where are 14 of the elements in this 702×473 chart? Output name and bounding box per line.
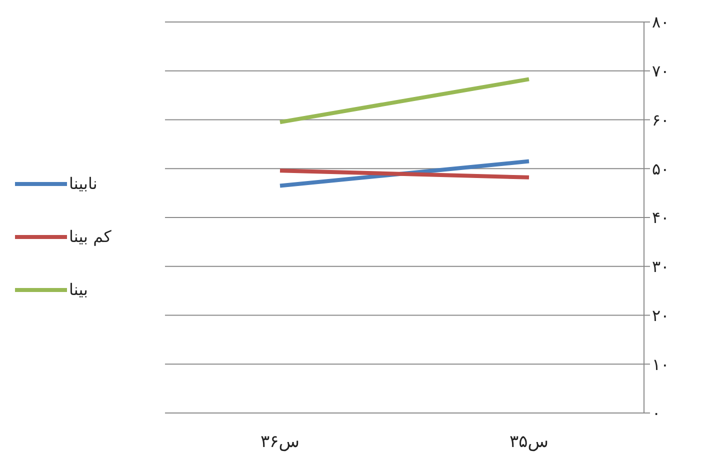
- y-tick-label: ۵۰: [652, 159, 670, 178]
- y-tick-label: ۳۰: [652, 257, 670, 276]
- y-tick-label: ۰: [652, 404, 661, 423]
- y-tick-label: ۸۰: [652, 12, 670, 32]
- y-tick-label: ۴۰: [652, 208, 670, 228]
- x-tick-label: س۳۵: [509, 432, 549, 452]
- y-tick-label: ۱۰: [652, 354, 670, 374]
- legend-label: کم بینا: [69, 227, 112, 246]
- x-tick-label: س۳۶: [260, 432, 300, 452]
- legend-label: نابینا: [69, 174, 98, 193]
- legend-label: بینا: [69, 280, 88, 299]
- y-tick-label: ۷۰: [652, 62, 670, 81]
- y-tick-label: ۲۰: [652, 306, 670, 325]
- y-tick-label: ۶۰: [652, 110, 670, 130]
